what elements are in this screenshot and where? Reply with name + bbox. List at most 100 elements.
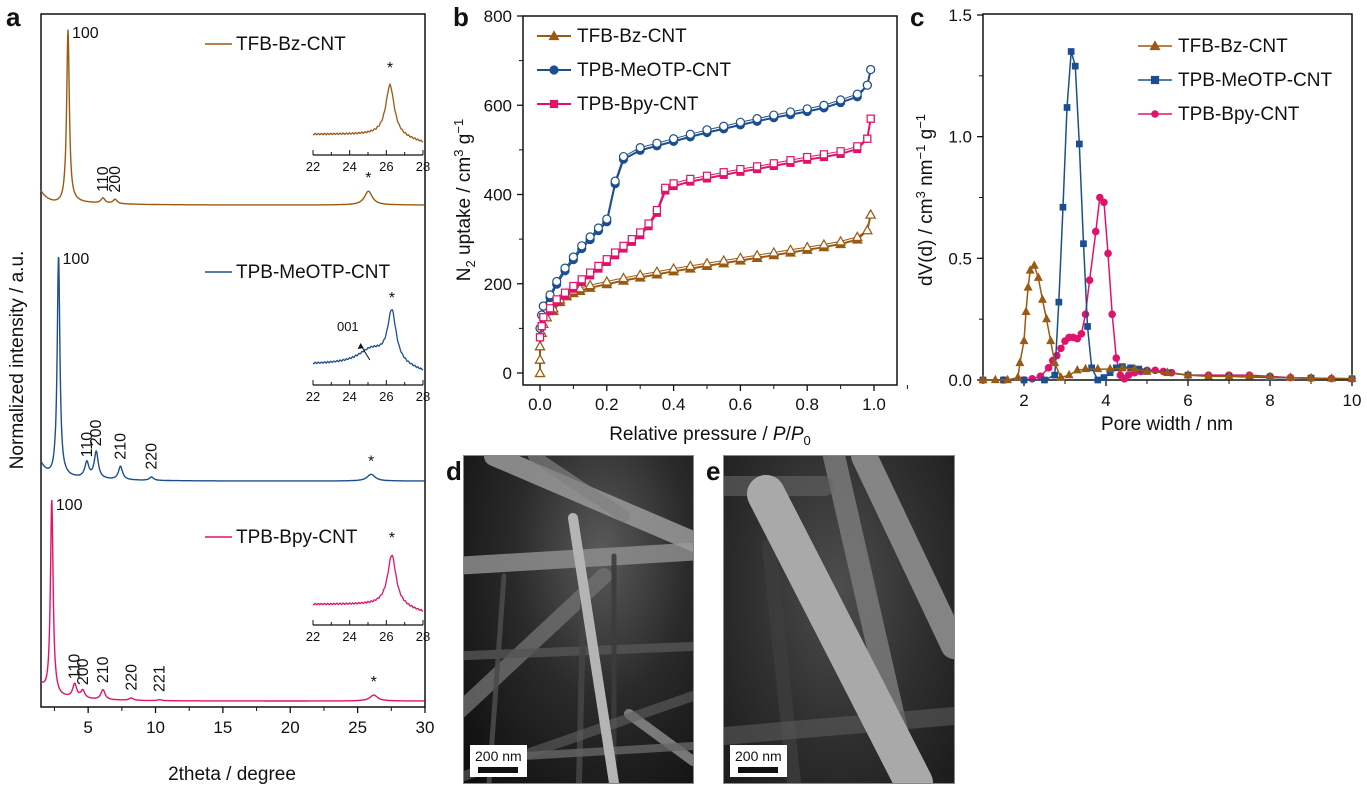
- psd-point: [1077, 329, 1086, 338]
- x-axis-label: 2theta / degree: [168, 764, 296, 785]
- desorption-point: [853, 142, 862, 151]
- scale-bar-d: 200 nm: [470, 745, 527, 777]
- desorption-point: [534, 367, 546, 378]
- legend-label: TFB-Bz-CNT: [236, 34, 346, 55]
- psd-point: [1183, 369, 1193, 379]
- psd-point: [1013, 372, 1023, 381]
- desorption-point: [702, 171, 712, 180]
- psd-point: [1085, 276, 1094, 285]
- desorption-point: [751, 249, 763, 260]
- desorption-point: [736, 164, 745, 174]
- peak-label: 210: [95, 656, 112, 683]
- x-tick-label: 0.6: [729, 395, 753, 414]
- peak-label: 200: [75, 658, 92, 685]
- desorption-point: [552, 295, 561, 304]
- desorption-point: [735, 117, 746, 127]
- inset-tick-label: 26: [379, 389, 393, 404]
- legend-marker: [549, 65, 559, 75]
- peak-label: 110: [67, 654, 84, 680]
- star-label: *: [371, 674, 377, 691]
- desorption-point: [569, 281, 578, 291]
- y-tick-label: 200: [484, 275, 512, 294]
- x-tick-label: 10: [146, 718, 165, 737]
- desorption-point: [634, 269, 646, 279]
- star-label: *: [365, 170, 371, 187]
- desorption-point: [627, 235, 636, 244]
- psd-point: [1028, 374, 1037, 383]
- psd-point: [1265, 371, 1275, 381]
- desorption-point: [635, 143, 645, 153]
- y-tick-label: 0.0: [948, 371, 972, 390]
- legend-marker: [1150, 75, 1160, 85]
- y-tick-label: 400: [484, 186, 512, 205]
- x-tick-label: 10: [1343, 391, 1362, 410]
- legend-label: TPB-Bpy-CNT: [236, 527, 358, 548]
- psd-point: [1063, 104, 1071, 111]
- inset-line: [312, 82, 424, 143]
- desorption-point: [617, 272, 630, 283]
- desorption-point: [866, 64, 876, 75]
- desorption-point: [560, 263, 570, 273]
- desorption-point: [661, 183, 670, 192]
- psd-point: [1072, 365, 1082, 374]
- desorption-point: [852, 89, 862, 99]
- panel-letter-e: e: [706, 456, 720, 486]
- x-tick-label: 2: [1019, 391, 1028, 410]
- legend-marker: [548, 30, 560, 41]
- psd-point: [1084, 323, 1091, 330]
- desorption-point: [568, 252, 579, 262]
- psd-point: [1021, 306, 1031, 315]
- peak-label: 110: [79, 432, 96, 458]
- desorption-point: [585, 232, 595, 242]
- desorption-point: [610, 176, 620, 186]
- desorption-point: [786, 156, 795, 165]
- star-label: *: [368, 453, 374, 470]
- psd-point: [1071, 62, 1079, 70]
- x-tick-label: 0.0: [528, 395, 552, 414]
- x-tick-label: 30: [416, 718, 435, 737]
- legend-label: TPB-Bpy-CNT: [577, 94, 699, 115]
- psd-point: [1108, 310, 1116, 319]
- desorption-point: [719, 121, 729, 131]
- peak-label: 100: [56, 497, 83, 514]
- desorption-point: [574, 282, 586, 293]
- desorption-point: [545, 290, 555, 300]
- peak-label: 100: [63, 251, 90, 268]
- desorption-point: [537, 322, 546, 331]
- desorption-point: [684, 260, 696, 270]
- inset-tick-label: 28: [416, 159, 430, 174]
- desorption-point: [593, 223, 604, 233]
- xrd-line: [40, 257, 425, 482]
- scale-bar-e: 200 nm: [730, 745, 787, 777]
- xrd-line: [40, 499, 425, 702]
- psd-point: [1105, 363, 1115, 373]
- plot-frame: [522, 15, 898, 386]
- psd-point: [1046, 335, 1056, 345]
- psd-point: [978, 374, 988, 384]
- psd-point: [1117, 363, 1127, 372]
- peak-label: 200: [88, 419, 105, 446]
- psd-point: [1042, 313, 1052, 323]
- y-tick-label: 1.5: [948, 6, 972, 25]
- sem-image-e: 200 nm: [723, 455, 955, 784]
- psd-point: [1080, 363, 1091, 373]
- psd-point: [1244, 371, 1255, 380]
- desorption-point: [618, 151, 629, 162]
- desorption-point: [577, 275, 586, 284]
- desorption-point: [785, 107, 796, 117]
- x-tick-label: 25: [348, 718, 367, 737]
- x-axis-ticks: 5 10 15 20 25 30: [53, 707, 435, 737]
- desorption-point: [534, 340, 546, 351]
- desorption-point: [752, 114, 762, 124]
- desorption-point: [863, 134, 872, 143]
- psd-point: [1347, 373, 1357, 382]
- psd-point: [1100, 374, 1108, 381]
- peak-label: 200: [107, 166, 124, 193]
- desorption-point: [803, 152, 812, 162]
- psd-point: [1020, 376, 1028, 384]
- psd-point: [1015, 357, 1025, 367]
- psd-point: [1285, 372, 1296, 381]
- desorption-point: [652, 138, 662, 148]
